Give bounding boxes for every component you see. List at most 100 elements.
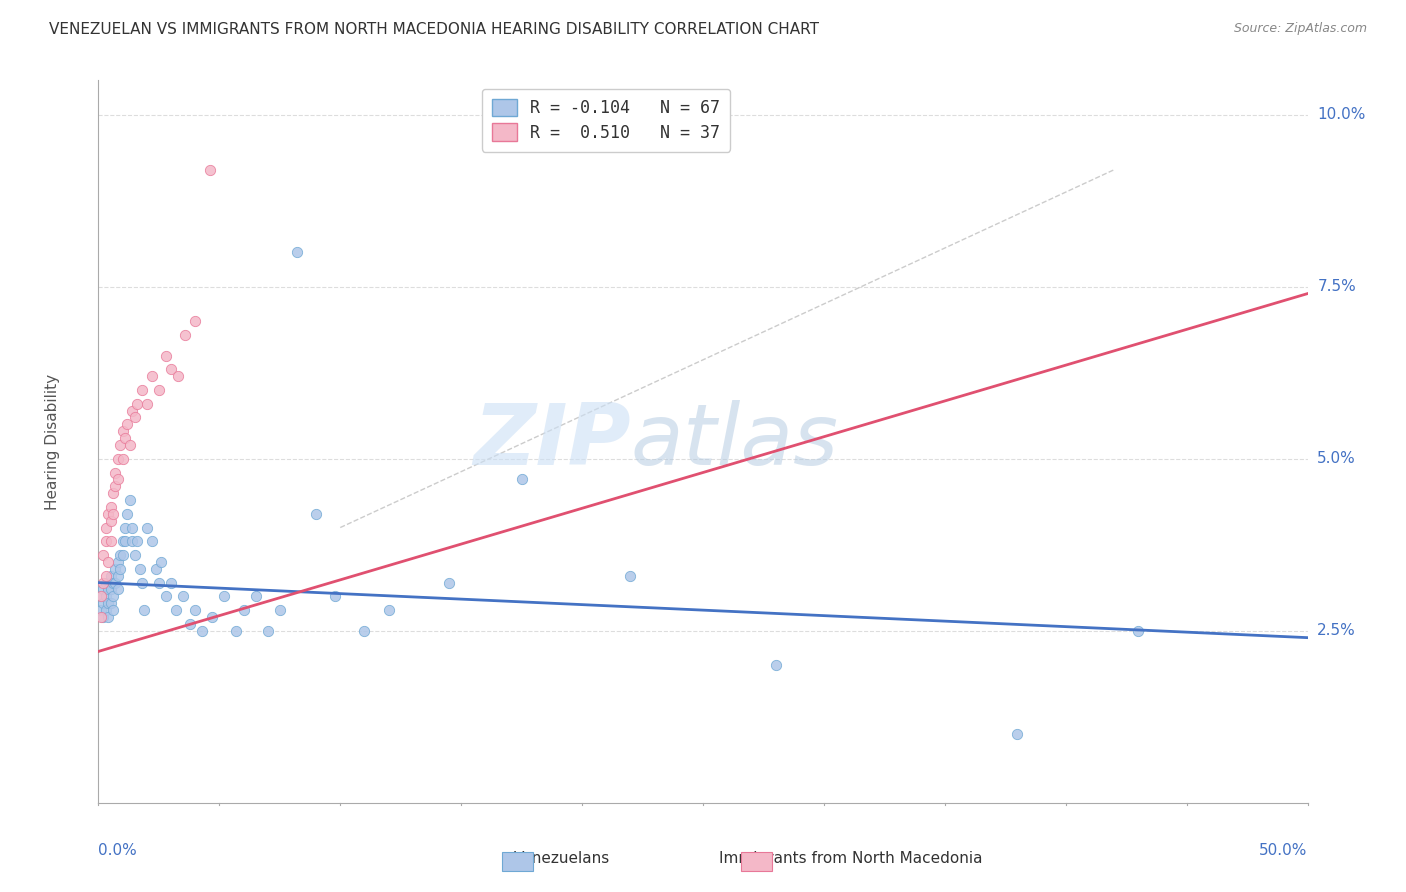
- Point: [101, 507, 124, 521]
- Text: atlas: atlas: [630, 400, 838, 483]
- Point: [104, 479, 127, 493]
- Point: [510, 472, 533, 486]
- Point: [141, 534, 163, 549]
- Point: [97, 507, 120, 521]
- Point: [101, 575, 124, 590]
- Point: [269, 603, 291, 617]
- Point: [121, 403, 143, 417]
- Point: [305, 507, 328, 521]
- Point: [101, 590, 124, 604]
- Point: [111, 534, 134, 549]
- Point: [91, 610, 114, 624]
- Point: [97, 596, 120, 610]
- Text: VENEZUELAN VS IMMIGRANTS FROM NORTH MACEDONIA HEARING DISABILITY CORRELATION CHA: VENEZUELAN VS IMMIGRANTS FROM NORTH MACE…: [49, 22, 820, 37]
- Point: [191, 624, 214, 638]
- Point: [118, 438, 141, 452]
- Point: [94, 575, 117, 590]
- Point: [135, 397, 157, 411]
- Point: [91, 575, 114, 590]
- Point: [245, 590, 267, 604]
- Point: [107, 568, 129, 582]
- Point: [107, 555, 129, 569]
- Point: [256, 624, 278, 638]
- Point: [114, 520, 136, 534]
- Point: [325, 590, 347, 604]
- Point: [145, 562, 167, 576]
- Text: ZIP: ZIP: [472, 400, 630, 483]
- Point: [1007, 727, 1029, 741]
- Point: [127, 397, 149, 411]
- Point: [100, 500, 122, 514]
- Point: [118, 493, 141, 508]
- Point: [212, 590, 235, 604]
- Point: [107, 472, 129, 486]
- Point: [131, 575, 153, 590]
- Point: [94, 603, 117, 617]
- Point: [121, 520, 143, 534]
- Point: [225, 624, 247, 638]
- Point: [101, 486, 124, 500]
- Point: [90, 590, 112, 604]
- Point: [104, 562, 127, 576]
- Text: 5.0%: 5.0%: [1317, 451, 1355, 467]
- Point: [94, 520, 117, 534]
- Point: [198, 162, 221, 177]
- Point: [124, 410, 146, 425]
- Point: [97, 582, 120, 597]
- Point: [90, 590, 112, 604]
- Point: [121, 534, 143, 549]
- Point: [114, 534, 136, 549]
- Point: [91, 582, 114, 597]
- Text: Venezuelans: Venezuelans: [515, 851, 610, 865]
- Point: [172, 590, 194, 604]
- Point: [128, 562, 150, 576]
- Point: [124, 548, 146, 562]
- Point: [100, 568, 122, 582]
- Point: [100, 534, 122, 549]
- Point: [160, 362, 183, 376]
- Point: [131, 383, 153, 397]
- Point: [167, 369, 190, 384]
- Point: [148, 575, 170, 590]
- Point: [97, 610, 120, 624]
- Point: [765, 658, 787, 673]
- Text: 0.0%: 0.0%: [98, 843, 138, 857]
- Legend: R = -0.104   N = 67, R =  0.510   N = 37: R = -0.104 N = 67, R = 0.510 N = 37: [482, 88, 731, 152]
- Text: Hearing Disability: Hearing Disability: [45, 374, 60, 509]
- Text: Source: ZipAtlas.com: Source: ZipAtlas.com: [1233, 22, 1367, 36]
- Point: [90, 603, 112, 617]
- Point: [232, 603, 254, 617]
- Point: [108, 548, 131, 562]
- Point: [179, 616, 201, 631]
- Point: [150, 555, 173, 569]
- Text: 50.0%: 50.0%: [1260, 843, 1308, 857]
- Point: [107, 451, 129, 466]
- Point: [184, 603, 207, 617]
- Point: [155, 590, 177, 604]
- Text: 2.5%: 2.5%: [1317, 624, 1355, 639]
- Point: [108, 438, 131, 452]
- Point: [134, 603, 156, 617]
- Text: 7.5%: 7.5%: [1317, 279, 1355, 294]
- Point: [1128, 624, 1150, 638]
- Point: [97, 555, 120, 569]
- Point: [111, 451, 134, 466]
- Point: [104, 575, 127, 590]
- Point: [91, 548, 114, 562]
- Point: [135, 520, 157, 534]
- Point: [155, 349, 177, 363]
- Point: [141, 369, 163, 384]
- Point: [377, 603, 399, 617]
- Point: [117, 507, 139, 521]
- Point: [160, 575, 183, 590]
- Point: [285, 245, 308, 260]
- Point: [101, 603, 124, 617]
- Point: [184, 314, 207, 328]
- Point: [104, 466, 127, 480]
- Point: [174, 327, 197, 342]
- Point: [353, 624, 375, 638]
- Point: [111, 424, 134, 438]
- Point: [91, 596, 114, 610]
- Point: [94, 590, 117, 604]
- Point: [127, 534, 149, 549]
